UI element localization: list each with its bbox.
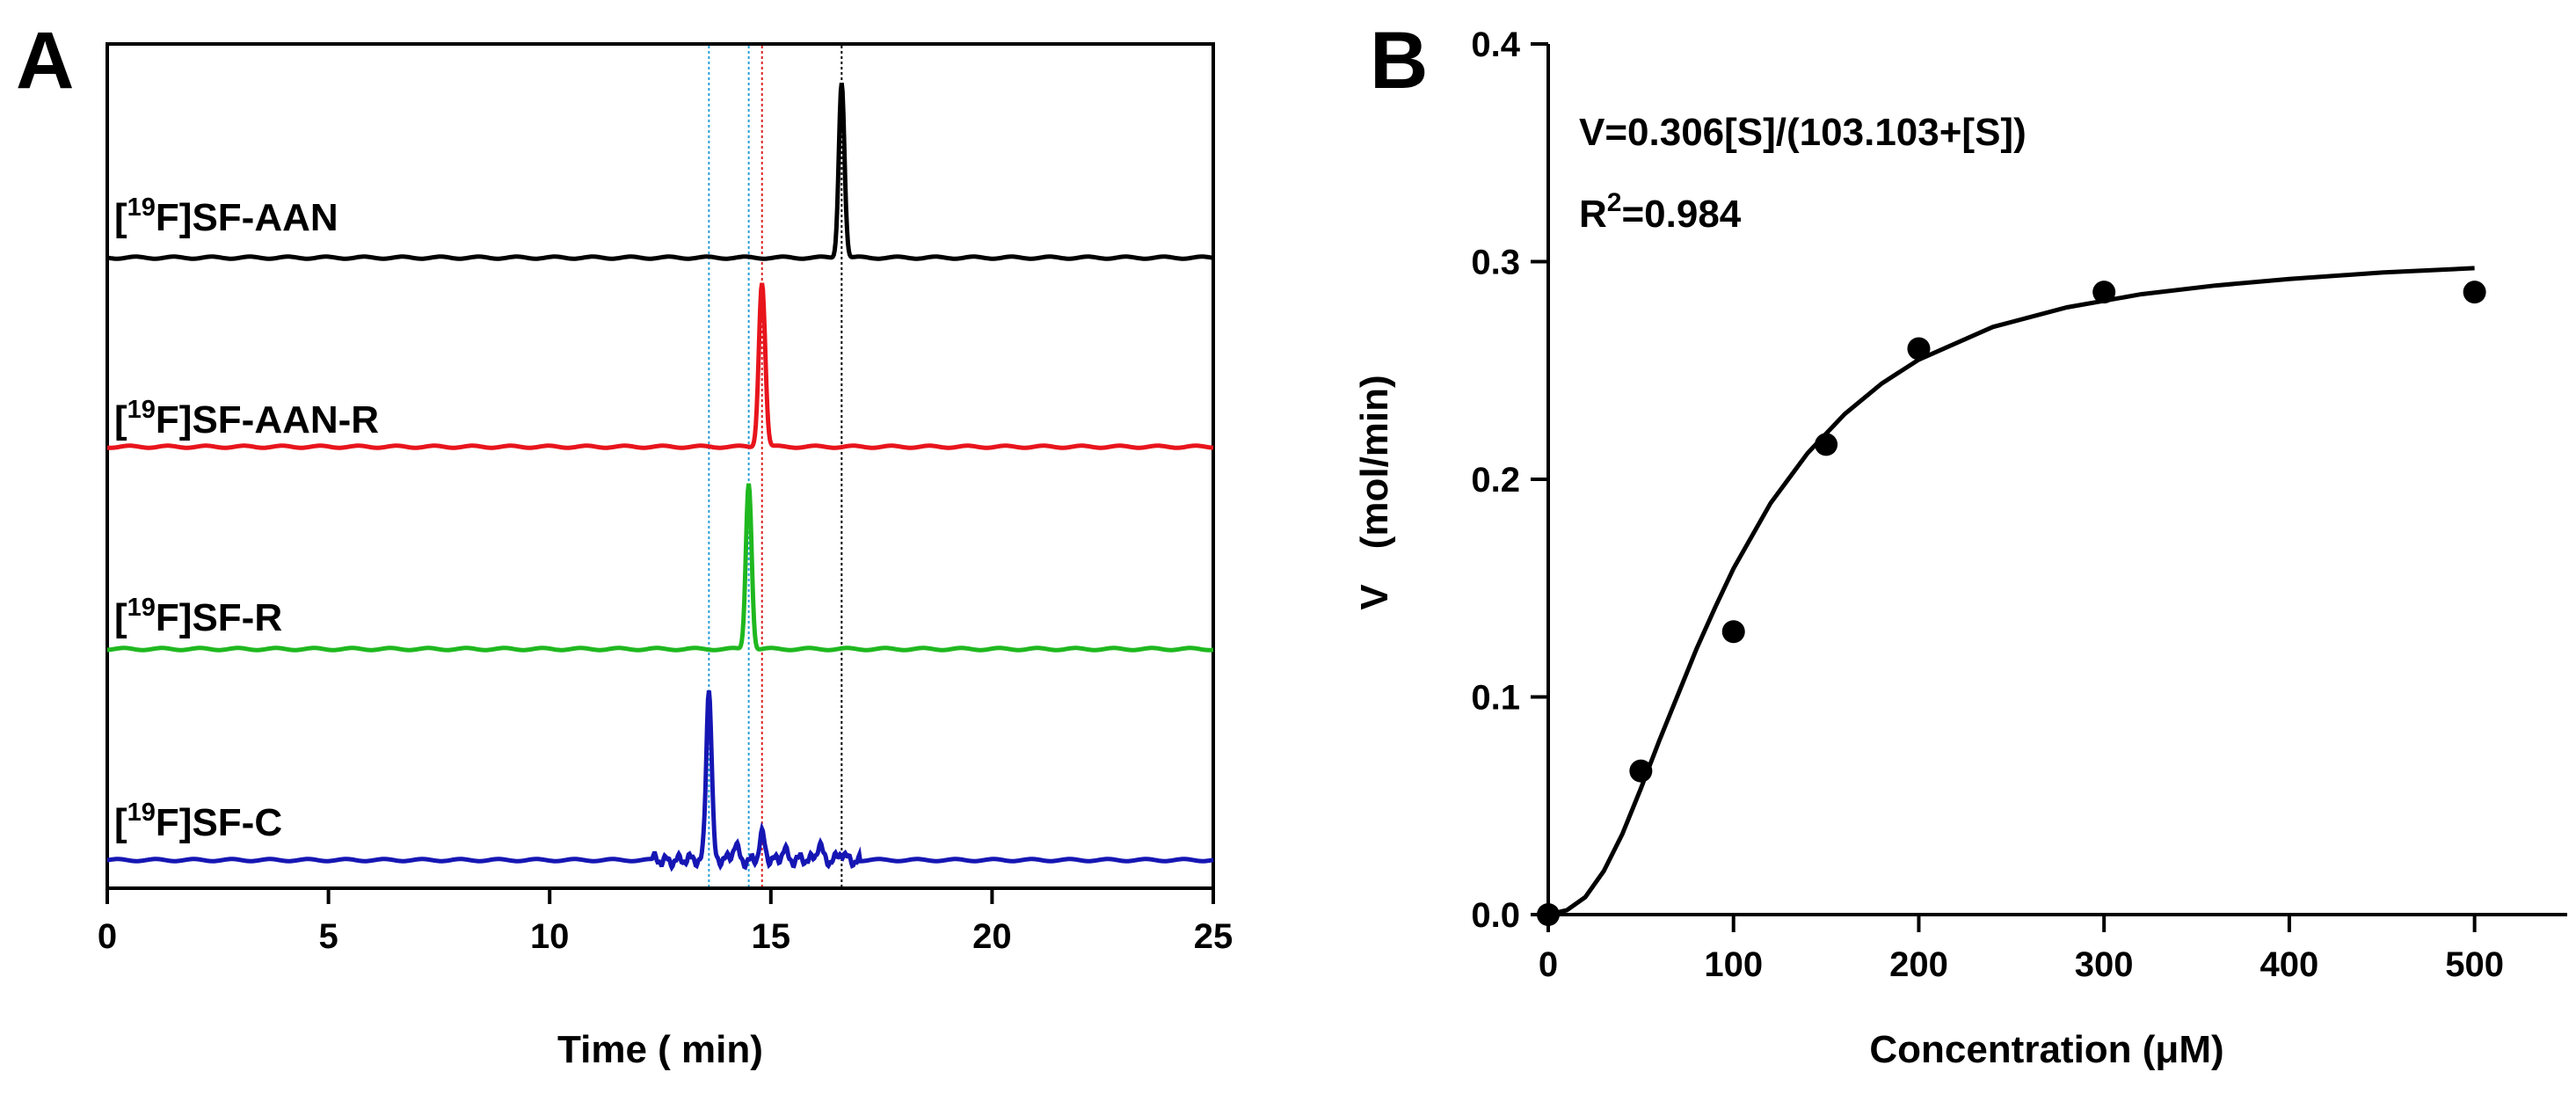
panel-a-x-ticks: 0 5 10 15 20 25 — [98, 888, 1233, 956]
panel-a-reference-lines — [708, 46, 843, 886]
y-tick-label: 0.1 — [1471, 679, 1520, 718]
x-tick-label: 10 — [530, 917, 570, 956]
x-tick-label: 0 — [1539, 945, 1558, 984]
x-tick-label: 5 — [318, 917, 338, 956]
panel-b-x-ticks: 0 100 200 300 400 500 — [1539, 915, 2504, 984]
panel-a-plot-frame — [106, 42, 1215, 890]
data-point — [1537, 903, 1560, 926]
trace-label-sf-aan: [19F]SF-AAN — [114, 193, 338, 239]
panel-b: B 0.0 0.1 0.2 0.3 0.4 0 100 200 300 400 500 V=0.3… — [1353, 16, 2567, 1071]
trace-sf-aan-r — [106, 282, 1214, 450]
data-point — [1907, 337, 1931, 361]
y-tick-label: 0.0 — [1471, 896, 1520, 935]
y-tick-label: 0.3 — [1471, 244, 1520, 282]
x-tick-label: 25 — [1194, 917, 1233, 956]
trace-label-sf-aan-r: [19F]SF-AAN-R — [114, 396, 379, 441]
data-points — [1537, 281, 2486, 926]
panel-a-x-axis-label: Time ( min) — [557, 1028, 763, 1071]
panel-b-y-axis-label: V(mol/min) — [1353, 375, 1396, 609]
panel-a: A [19F]SF-AAN [19F]SF-AAN-R [19F]SF-R [1… — [16, 16, 1233, 1071]
x-tick-label: 100 — [1704, 945, 1763, 984]
data-point — [2092, 281, 2116, 304]
y-tick-label: 0.2 — [1471, 461, 1520, 500]
panel-b-x-axis-label: Concentration (μM) — [1869, 1028, 2223, 1071]
panel-a-traces — [106, 82, 1214, 872]
data-point — [2463, 281, 2486, 304]
x-tick-label: 15 — [752, 917, 791, 956]
y-tick-label: 0.4 — [1471, 26, 1520, 64]
panel-a-letter: A — [16, 16, 74, 106]
data-point — [1721, 620, 1745, 644]
fit-curve — [1547, 266, 2475, 917]
data-point — [1629, 759, 1653, 783]
x-tick-label: 500 — [2445, 945, 2504, 984]
x-tick-label: 400 — [2260, 945, 2319, 984]
trace-sf-aan — [106, 82, 1214, 261]
panel-b-letter: B — [1370, 16, 1428, 106]
x-tick-label: 300 — [2075, 945, 2134, 984]
trace-sf-c — [106, 690, 1214, 872]
r-squared-text: R2=0.984 — [1579, 188, 1742, 236]
panel-b-y-ticks: 0.0 0.1 0.2 0.3 0.4 — [1471, 26, 1548, 935]
trace-label-sf-c: [19F]SF-C — [114, 799, 282, 844]
data-point — [1815, 433, 1838, 456]
x-tick-label: 20 — [972, 917, 1012, 956]
trace-sf-r — [106, 483, 1214, 653]
x-tick-label: 200 — [1889, 945, 1948, 984]
trace-label-sf-r: [19F]SF-R — [114, 594, 282, 639]
x-tick-label: 0 — [98, 917, 117, 956]
equation-text: V=0.306[S]/(103.103+[S]) — [1579, 111, 2027, 154]
